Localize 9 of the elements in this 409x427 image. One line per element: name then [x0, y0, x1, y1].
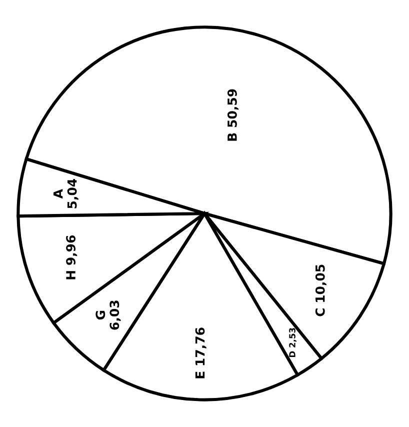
data-label: 5,04 — [67, 178, 78, 208]
slice-label: H 9,96 — [66, 235, 78, 280]
slice-label: C 10,05 — [315, 264, 326, 316]
slice-label: B 50,59 — [227, 89, 239, 141]
slice-label: D 2,53 — [289, 328, 296, 358]
slice-label: A — [53, 189, 63, 199]
slice-label: G — [96, 310, 106, 320]
slice-label: E 17,76 — [195, 328, 206, 378]
data-label: 6,03 — [110, 300, 121, 330]
